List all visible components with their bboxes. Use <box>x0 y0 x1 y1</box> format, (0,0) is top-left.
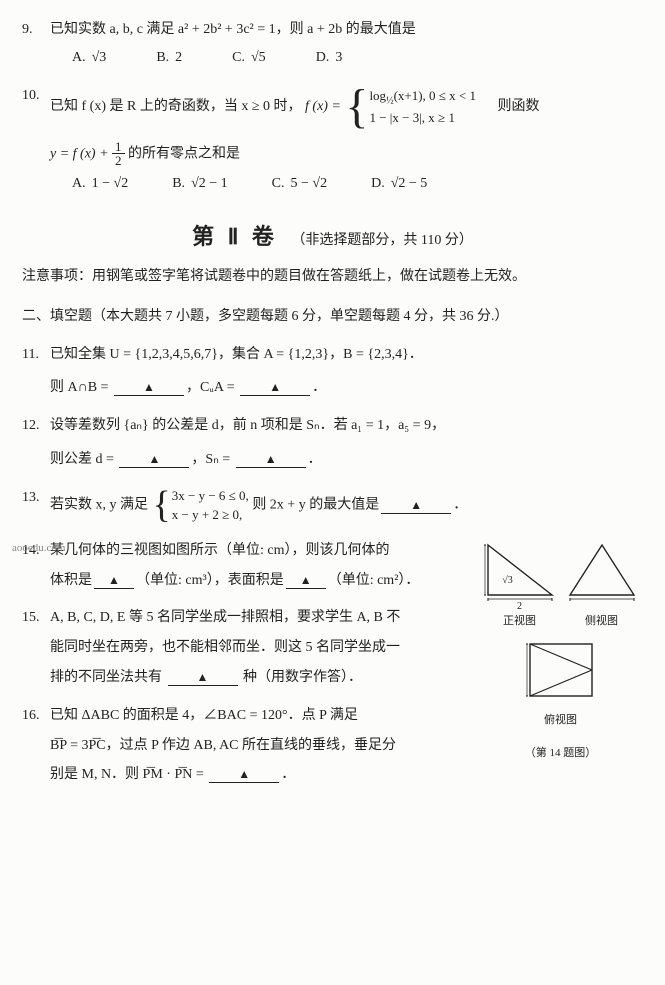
q16-text-c: 别是 M, N．则 P͞M · P͞N = ． <box>50 763 470 787</box>
q9-choices: A.√3 B.2 C.√5 D.3 <box>72 46 643 70</box>
q12-text: 设等差数列 {aₙ} 的公差是 d，前 n 项和是 Sₙ．若 a₁ = 1，a₅… <box>50 414 643 438</box>
q10-number: 10. <box>22 84 50 108</box>
blank[interactable] <box>236 453 306 468</box>
part-2-title: 第 Ⅱ 卷 <box>192 224 278 249</box>
q16-number: 16. <box>22 704 50 728</box>
blank[interactable] <box>168 671 238 686</box>
q16-text-a: 已知 ΔABC 的面积是 4，∠BAC = 120°．点 P 满足 <box>50 704 470 728</box>
q11-text: 已知全集 U = {1,2,3,4,5,6,7}，集合 A = {1,2,3}，… <box>50 343 643 367</box>
q15-number: 15. <box>22 606 50 630</box>
q10-choice-c[interactable]: C.5 − √2 <box>272 172 327 196</box>
notice-text: 用钢笔或签字笔将试题卷中的题目做在答题纸上，做在试题卷上无效。 <box>92 269 526 284</box>
blank[interactable] <box>114 381 184 396</box>
q9-text: 已知实数 a, b, c 满足 a² + 2b² + 3c² = 1，则 a +… <box>50 18 643 42</box>
top-view: 俯视图 <box>478 638 643 729</box>
q12-line2: 则公差 d = ，Sₙ = ． <box>50 448 643 472</box>
blank[interactable] <box>94 574 134 589</box>
q16-text-b: B͞P = 3P͞C，过点 P 作边 AB, AC 所在直线的垂线，垂足分 <box>50 734 470 758</box>
section-2-header: 第 Ⅱ 卷 （非选择题部分，共 110 分） <box>22 218 643 255</box>
q9-choice-c[interactable]: C.√5 <box>232 46 266 70</box>
q13-number: 13. <box>22 486 50 510</box>
q15-text-a: A, B, C, D, E 等 5 名同学坐成一排照相，要求学生 A, B 不 <box>50 606 470 630</box>
question-13: 13. 若实数 x, y 满足 { 3x − y − 6 ≤ 0, x − y … <box>22 486 643 525</box>
q14-text-a: 某几何体的三视图如图所示（单位: cm），则该几何体的 <box>50 539 470 563</box>
figure-caption: （第 14 题图） <box>478 744 643 763</box>
q12-number: 12. <box>22 414 50 438</box>
q15-text-b: 能同时坐在两旁，也不能相邻而坐．则这 5 名同学坐成一 <box>50 636 470 660</box>
question-12: 12. 设等差数列 {aₙ} 的公差是 d，前 n 项和是 Sₙ．若 a₁ = … <box>22 414 643 472</box>
q10-text1: 已知 f (x) 是 R 上的奇函数，当 x ≥ 0 时， <box>50 99 302 114</box>
blank[interactable] <box>209 768 279 783</box>
question-11: 11. 已知全集 U = {1,2,3,4,5,6,7}，集合 A = {1,2… <box>22 343 643 401</box>
figure-14: √3 2 正视图 侧视图 俯视图 （第 14 题图） <box>478 539 643 762</box>
q9-choice-b[interactable]: B.2 <box>156 46 182 70</box>
q10-choice-a[interactable]: A.1 − √2 <box>72 172 128 196</box>
blank[interactable] <box>119 453 189 468</box>
q9-number: 9. <box>22 18 50 42</box>
blank[interactable] <box>240 381 310 396</box>
q10-tail: 则函数 <box>498 99 540 114</box>
q10-choice-b[interactable]: B.√2 − 1 <box>172 172 227 196</box>
blank[interactable] <box>286 574 326 589</box>
question-10: 10. 已知 f (x) 是 R 上的奇函数，当 x ≥ 0 时， f (x) … <box>22 84 643 196</box>
q11-line2: 则 A∩B = ，CᵤA = ． <box>50 376 643 400</box>
notice-lead: 注意事项： <box>22 269 92 284</box>
part-2-sub: （非选择题部分，共 110 分） <box>291 233 472 248</box>
q9-choice-d[interactable]: D.3 <box>316 46 343 70</box>
watermark: aooedu.com <box>12 539 65 558</box>
q10-line2: y = f (x) + 12 的所有零点之和是 <box>50 140 643 168</box>
q11-number: 11. <box>22 343 50 367</box>
q10-body: 已知 f (x) 是 R 上的奇函数，当 x ≥ 0 时， f (x) = { … <box>50 84 643 130</box>
q10-fx: f (x) = <box>305 99 341 114</box>
section-2-title: 二、填空题（本大题共 7 小题，多空题每题 6 分，单空题每题 4 分，共 36… <box>22 305 643 329</box>
q10-piecewise: { log½(x+1), 0 ≤ x < 1 1 − |x − 3|, x ≥ … <box>344 84 476 130</box>
question-9: 9. 已知实数 a, b, c 满足 a² + 2b² + 3c² = 1，则 … <box>22 18 643 70</box>
q10-choices: A.1 − √2 B.√2 − 1 C.5 − √2 D.√2 − 5 <box>72 172 643 196</box>
q9-choice-a[interactable]: A.√3 <box>72 46 106 70</box>
q13-body: 若实数 x, y 满足 { 3x − y − 6 ≤ 0, x − y + 2 … <box>50 486 643 525</box>
q10-choice-d[interactable]: D.√2 − 5 <box>371 172 427 196</box>
blank[interactable] <box>381 499 451 514</box>
side-view: 侧视图 <box>564 539 640 630</box>
notice-line: 注意事项：用钢笔或签字笔将试题卷中的题目做在答题纸上，做在试题卷上无效。 <box>22 265 643 289</box>
q14-text-b: 体积是（单位: cm³），表面积是（单位: cm²）． <box>50 569 470 593</box>
front-view: √3 2 正视图 <box>482 539 558 630</box>
q15-text-c: 排的不同坐法共有 种（用数字作答）． <box>50 666 470 690</box>
